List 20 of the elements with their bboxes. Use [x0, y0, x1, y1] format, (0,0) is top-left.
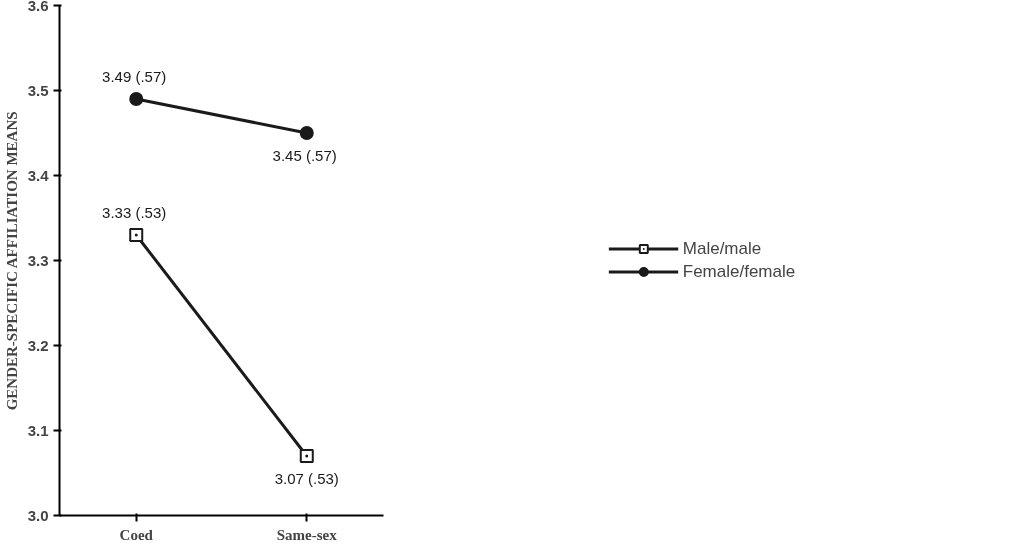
x-tick-label: Same-sex: [276, 526, 338, 543]
y-tick-label: 3.3: [27, 251, 49, 269]
data-label: 3.49 (.57): [102, 68, 167, 85]
legend-label: Female/female: [682, 261, 796, 282]
y-tick-label: 3.6: [27, 0, 49, 14]
point: [129, 92, 144, 106]
y-tick-label: 3.2: [27, 336, 49, 354]
y-tick-label: 3.4: [27, 166, 50, 184]
y-tick-label: 3.5: [27, 81, 49, 99]
data-label: 3.33 (.53): [102, 204, 167, 221]
data-label: 3.07 (.53): [274, 470, 339, 487]
y-axis-title: GENDER-SPECIFIC AFFILIATION MEANS: [3, 111, 20, 411]
point: [299, 126, 314, 140]
legend-label: Male/male: [682, 238, 762, 259]
y-tick-label: 3.1: [27, 421, 49, 439]
x-tick-label: Coed: [119, 526, 154, 543]
point: [299, 449, 314, 463]
y-tick-label: 3.0: [27, 506, 49, 524]
data-label: 3.45 (.57): [272, 147, 337, 164]
point: [129, 228, 144, 242]
